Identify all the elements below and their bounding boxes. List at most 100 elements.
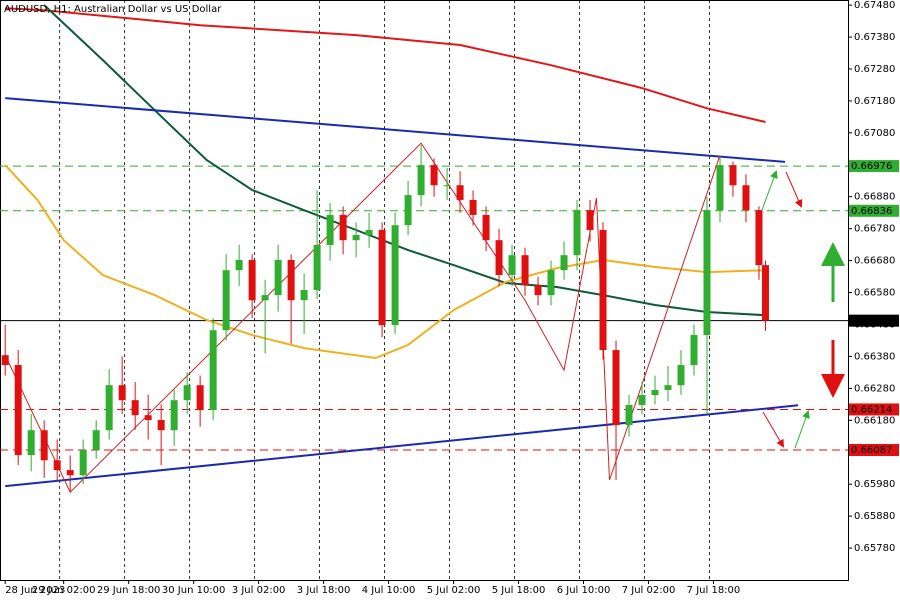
- arrows: [761, 170, 845, 449]
- candle-body: [40, 430, 48, 461]
- overlay-line: [5, 97, 786, 163]
- level-label: 0.66214: [851, 404, 892, 415]
- y-tick-label: 0.66680: [854, 256, 895, 267]
- candle-body: [261, 295, 269, 301]
- candle-body: [287, 259, 295, 301]
- candle-body: [404, 195, 412, 226]
- candle-body: [170, 400, 178, 431]
- arrow: [785, 171, 803, 208]
- candle-body: [586, 210, 594, 230]
- candle-body: [742, 185, 750, 211]
- candle-body: [690, 335, 698, 366]
- candle-body: [729, 165, 737, 186]
- y-tick-label: 0.67080: [854, 128, 895, 139]
- y-tick-label: 0.67480: [854, 0, 895, 11]
- candle-body: [599, 229, 607, 351]
- y-tick-label: 0.66780: [854, 224, 895, 235]
- candle-body: [157, 419, 165, 431]
- chart-title: AUDUSD, H1: Australian Dollar vs US Doll…: [4, 4, 222, 15]
- marks: [0, 0, 848, 580]
- candle-body: [79, 450, 87, 476]
- candle-body: [222, 270, 230, 331]
- level-label-box: [849, 444, 899, 457]
- candle-body: [1, 355, 9, 366]
- overlay-line: [4, 142, 721, 494]
- level-label-box: [849, 160, 899, 173]
- candle-body: [703, 210, 711, 336]
- candle-body: [482, 214, 490, 241]
- candle-body: [417, 165, 425, 196]
- plot-frame: [0, 0, 849, 581]
- level-label: 0.66976: [851, 161, 892, 172]
- overlay-line: [5, 404, 799, 488]
- candle-body: [456, 185, 464, 200]
- y-tick-label: 0.66180: [854, 415, 895, 426]
- candle-body: [131, 400, 139, 416]
- candle-body: [430, 165, 438, 186]
- candle-body: [300, 290, 308, 301]
- candle-body: [391, 225, 399, 326]
- x-tick-label: 5 Jul 18:00: [492, 585, 546, 596]
- candle-body: [664, 385, 672, 390]
- x-tick-label: 28 Jun 2023: [5, 585, 65, 596]
- candle-body: [144, 415, 152, 420]
- arrow: [794, 410, 810, 449]
- candle-body: [105, 385, 113, 431]
- y-tick-label: 0.66580: [854, 288, 895, 299]
- candle-body: [66, 470, 74, 476]
- x-tick-label: 5 Jul 02:00: [427, 585, 481, 596]
- candle-body: [651, 389, 659, 396]
- y-tick-label: 0.67380: [854, 32, 895, 43]
- candle-body: [196, 385, 204, 411]
- candle-body: [547, 270, 555, 296]
- candle-body: [612, 350, 620, 426]
- level-label: 0.66492: [851, 316, 892, 327]
- candle-body: [755, 210, 763, 266]
- candle-body: [27, 430, 35, 456]
- candle-body: [209, 330, 217, 411]
- candle-body: [339, 214, 347, 241]
- y-tick-label: 0.65780: [854, 543, 895, 554]
- candle-body: [508, 255, 516, 275]
- level-label-box: [849, 403, 899, 416]
- candle-body: [313, 244, 321, 290]
- candle-body: [14, 365, 22, 456]
- y-tick-label: 0.66280: [854, 383, 895, 394]
- overlay-line: [5, 7, 766, 123]
- candle-body: [326, 214, 334, 245]
- candle-body: [443, 185, 451, 187]
- candle-body: [495, 240, 503, 275]
- y-tick-label: 0.65880: [854, 511, 895, 522]
- candle-body: [625, 404, 633, 426]
- y-tick-label: 0.66880: [854, 192, 895, 203]
- x-tick-label: 6 Jul 10:00: [557, 585, 611, 596]
- level-label: 0.66836: [851, 206, 892, 217]
- candle-body: [365, 229, 373, 236]
- y-tick-label: 0.67280: [854, 64, 895, 75]
- overlay-line: [4, 164, 766, 360]
- candle-body: [560, 255, 568, 271]
- x-tick-label: 29 Jun 02:00: [32, 585, 96, 596]
- candle-body: [716, 165, 724, 211]
- candle-body: [573, 210, 581, 256]
- candle-body: [118, 385, 126, 401]
- x-tick-label: 3 Jul 02:00: [232, 585, 286, 596]
- candle-body: [235, 259, 243, 271]
- candle-body: [53, 460, 61, 471]
- y-tick-label: 0.65980: [854, 479, 895, 490]
- x-tick-label: 7 Jul 18:00: [687, 585, 741, 596]
- candle-body: [248, 259, 256, 301]
- candle-body: [92, 430, 100, 451]
- candle-body: [378, 229, 386, 326]
- y-tick-label: 0.67180: [854, 96, 895, 107]
- candle-body: [677, 365, 685, 386]
- overlay-line: [43, 4, 766, 317]
- arrow: [761, 170, 778, 211]
- level-label: 0.66087: [851, 445, 892, 456]
- candle-body: [183, 385, 191, 401]
- candle-body: [352, 235, 360, 241]
- candle-body: [274, 259, 282, 296]
- x-tick-label: 4 Jul 10:00: [362, 585, 416, 596]
